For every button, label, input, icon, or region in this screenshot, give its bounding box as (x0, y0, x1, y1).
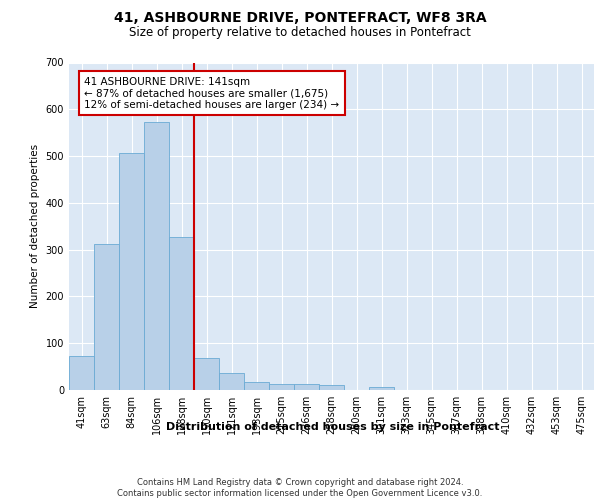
Bar (294, 384, 319, 390)
Bar (269, 384, 294, 390)
Bar (144, 122, 169, 390)
Text: Distribution of detached houses by size in Pontefract: Distribution of detached houses by size … (166, 422, 500, 432)
Text: 41, ASHBOURNE DRIVE, PONTEFRACT, WF8 3RA: 41, ASHBOURNE DRIVE, PONTEFRACT, WF8 3RA (113, 11, 487, 25)
Bar (369, 386, 394, 390)
Y-axis label: Number of detached properties: Number of detached properties (30, 144, 40, 308)
Bar (194, 358, 219, 390)
Bar (244, 382, 269, 390)
Text: Contains HM Land Registry data © Crown copyright and database right 2024.
Contai: Contains HM Land Registry data © Crown c… (118, 478, 482, 498)
Text: Size of property relative to detached houses in Pontefract: Size of property relative to detached ho… (129, 26, 471, 39)
Bar (169, 236, 194, 390)
Bar (319, 386, 344, 390)
Bar (69, 356, 94, 390)
Bar (219, 372, 244, 390)
Bar (94, 244, 119, 390)
Text: 41 ASHBOURNE DRIVE: 141sqm
← 87% of detached houses are smaller (1,675)
12% of s: 41 ASHBOURNE DRIVE: 141sqm ← 87% of deta… (85, 76, 340, 110)
Bar (119, 153, 144, 390)
